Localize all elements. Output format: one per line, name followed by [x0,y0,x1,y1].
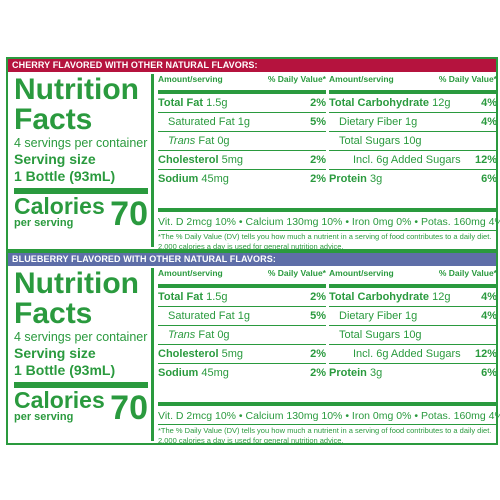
daily-value-label: % Daily Value* [267,74,326,84]
nutrient-row: Incl. 6g Added Sugars 12% [329,151,497,170]
vertical-divider [151,74,154,247]
calories-value: 70 [110,195,148,233]
nutrient-column-a: Amount/serving % Daily Value* Total Fat … [158,74,326,188]
nutrient-row: Total Fat 1.5g 2% [158,94,326,113]
nutrition-facts-title: Nutrition Facts [14,73,139,136]
flavor-header: BLUEBERRY FLAVORED WITH OTHER NATURAL FL… [8,253,496,266]
column-header: Amount/serving % Daily Value* [329,268,497,288]
daily-value-label: % Daily Value* [267,268,326,278]
nutrient-row: Dietary Fiber 1g 4% [329,113,497,132]
nutrition-left-block: Nutrition Facts 4 servings per container… [14,74,148,247]
nutrient-column-b: Amount/serving % Daily Value* Total Carb… [329,74,497,188]
column-header: Amount/serving % Daily Value* [158,74,326,94]
amount-serving-label: Amount/serving [158,268,223,278]
servings-per-container: 4 servings per container [14,330,148,344]
flavor-header: CHERRY FLAVORED WITH OTHER NATURAL FLAVO… [8,59,496,72]
nutrient-row: Protein 3g 6% [329,173,497,185]
column-header: Amount/serving % Daily Value* [329,74,497,94]
amount-serving-label: Amount/serving [158,74,223,84]
nutrient-column-a: Amount/serving % Daily Value* Total Fat … [158,268,326,382]
vertical-divider [151,268,154,441]
nutrition-panel-cherry: CHERRY FLAVORED WITH OTHER NATURAL FLAVO… [6,57,500,251]
calories-sub: per serving [14,411,74,423]
daily-value-footnote: *The % Daily Value (DV) tells you how mu… [158,424,496,445]
nutrient-row: Total Sugars 10g [329,326,497,345]
nutrient-row: Cholesterol 5mg 2% [158,151,326,170]
nutrient-row: Sodium 45mg 2% [158,173,326,185]
nutrient-row: Protein 3g 6% [329,367,497,379]
calories-row: Calories per serving 70 [14,194,148,236]
divider-bar [14,382,148,388]
serving-size-value: 1 Bottle (93mL) [14,362,116,378]
calories-label: Calories [14,387,105,413]
amount-serving-label: Amount/serving [329,74,394,84]
nutrient-row: Sodium 45mg 2% [158,367,326,379]
nutrient-row: Total Sugars 10g [329,132,497,151]
daily-value-label: % Daily Value* [438,268,497,278]
serving-size-label: Serving size [14,151,96,167]
nutrition-panel-blueberry: BLUEBERRY FLAVORED WITH OTHER NATURAL FL… [6,251,500,445]
vitamins-line: Vit. D 2mcg 10% • Calcium 130mg 10% • Ir… [158,208,500,230]
nutrient-row: Cholesterol 5mg 2% [158,345,326,364]
calories-row: Calories per serving 70 [14,388,148,430]
nutrient-row: Incl. 6g Added Sugars 12% [329,345,497,364]
daily-value-label: % Daily Value* [438,74,497,84]
serving-size-value: 1 Bottle (93mL) [14,168,116,184]
daily-value-footnote: *The % Daily Value (DV) tells you how mu… [158,230,496,251]
nutrition-facts-title: Nutrition Facts [14,267,139,330]
servings-per-container: 4 servings per container [14,136,148,150]
nutrient-row: Total Carbohydrate 12g 4% [329,94,497,113]
vitamins-line: Vit. D 2mcg 10% • Calcium 130mg 10% • Ir… [158,402,500,424]
nutrient-row: Total Fat 1.5g 2% [158,288,326,307]
nutrient-row: Trans Fat 0g [158,132,326,151]
column-header: Amount/serving % Daily Value* [158,268,326,288]
amount-serving-label: Amount/serving [329,268,394,278]
nutrient-row: Total Carbohydrate 12g 4% [329,288,497,307]
nutrient-row: Trans Fat 0g [158,326,326,345]
nutrient-row: Saturated Fat 1g 5% [158,307,326,326]
calories-label: Calories [14,193,105,219]
serving-size-label: Serving size [14,345,96,361]
divider-bar [14,188,148,194]
nutrient-row: Saturated Fat 1g 5% [158,113,326,132]
calories-value: 70 [110,389,148,427]
nutrient-column-b: Amount/serving % Daily Value* Total Carb… [329,268,497,382]
nutrition-left-block: Nutrition Facts 4 servings per container… [14,268,148,441]
nutrient-row: Dietary Fiber 1g 4% [329,307,497,326]
calories-sub: per serving [14,217,74,229]
